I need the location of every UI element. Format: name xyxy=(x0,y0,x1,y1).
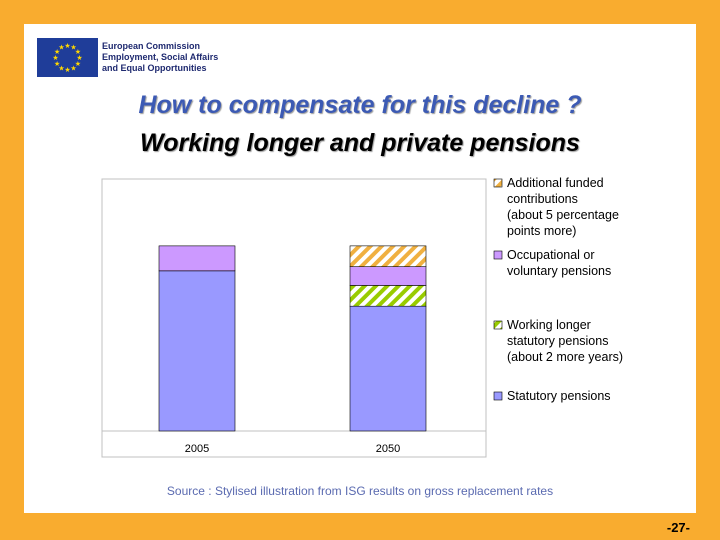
org-line-1: European Commission xyxy=(102,41,201,51)
eu-star-icon: ★ xyxy=(70,44,76,52)
bar-segment-additional-2050 xyxy=(349,245,427,267)
legend-label-working_longer: (about 2 more years) xyxy=(507,350,623,364)
eu-star-icon: ★ xyxy=(58,64,64,72)
eu-stars-icon: ★★★★★★★★★ ★ ★★ xyxy=(52,42,82,74)
plot-area: 2005 2050 xyxy=(101,178,487,458)
chart-legend: Additional funded contributions (about 5 p… xyxy=(493,176,623,403)
legend-swatch-statutory xyxy=(493,391,503,401)
page-number: -27- xyxy=(666,520,690,535)
eu-star-icon: ★ xyxy=(64,66,70,74)
slide-title-line-2: Working longer and private pensions xyxy=(140,129,580,157)
eu-star-icon: ★ xyxy=(70,64,76,72)
slide: ★ ★ ★ ★ ★ ★ ★ ★ ★ ★ ★ ★ European Commission Employm… xyxy=(24,24,696,513)
legend-label-additional: points more) xyxy=(507,224,576,238)
legend-label-additional: Additional funded xyxy=(507,176,604,190)
legend-label-working_longer: statutory pensions xyxy=(507,334,608,348)
legend-swatch-occupational xyxy=(493,250,503,260)
eu-star-icon: ★ xyxy=(58,44,64,52)
bar-segment-occupational-2005 xyxy=(158,245,236,272)
bar-segment-statutory-2005 xyxy=(158,270,236,432)
legend-label-additional: contributions xyxy=(507,192,578,206)
bar-segment-working_longer-2050 xyxy=(349,285,427,307)
eu-star-icon: ★ xyxy=(75,48,81,56)
eu-star-icon: ★ xyxy=(64,42,70,50)
eu-flag-logo: ★ ★ ★ ★ ★ ★ ★ ★ ★ ★ ★ ★ xyxy=(37,38,98,77)
legend-swatch-working_longer xyxy=(493,320,503,330)
eu-star-icon: ★ xyxy=(75,60,81,68)
eu-star-icon: ★ xyxy=(52,54,58,62)
x-tick-label-2050: 2050 xyxy=(376,443,400,455)
x-tick-label-2005: 2005 xyxy=(185,443,209,455)
legend-label-statutory: Statutory pensions xyxy=(507,389,611,403)
legend-label-occupational: voluntary pensions xyxy=(507,264,611,278)
stacked-bar-chart: 2005 2050 Additional funded contributions (… xyxy=(101,176,623,458)
legend-label-occupational: Occupational or xyxy=(507,248,595,262)
org-line-2: Employment, Social Affairs xyxy=(102,52,219,62)
source-note: Source : Stylised illustration from ISG … xyxy=(166,484,554,498)
slide-title-line-1: How to compensate for this decline ? xyxy=(138,91,582,119)
organization-name: European Commission Employment, Social A… xyxy=(102,41,218,74)
bar-segment-occupational-2050 xyxy=(349,266,427,286)
legend-swatch-additional xyxy=(493,178,503,188)
legend-label-working_longer: Working longer xyxy=(507,318,591,332)
eu-star-icon: ★ xyxy=(54,60,60,68)
org-line-3: and Equal Opportunities xyxy=(102,63,207,73)
bar-segment-statutory-2050 xyxy=(349,305,427,432)
eu-star-icon: ★ xyxy=(76,54,82,62)
legend-label-additional: (about 5 percentage xyxy=(507,208,619,222)
eu-star-icon: ★ xyxy=(54,48,60,56)
